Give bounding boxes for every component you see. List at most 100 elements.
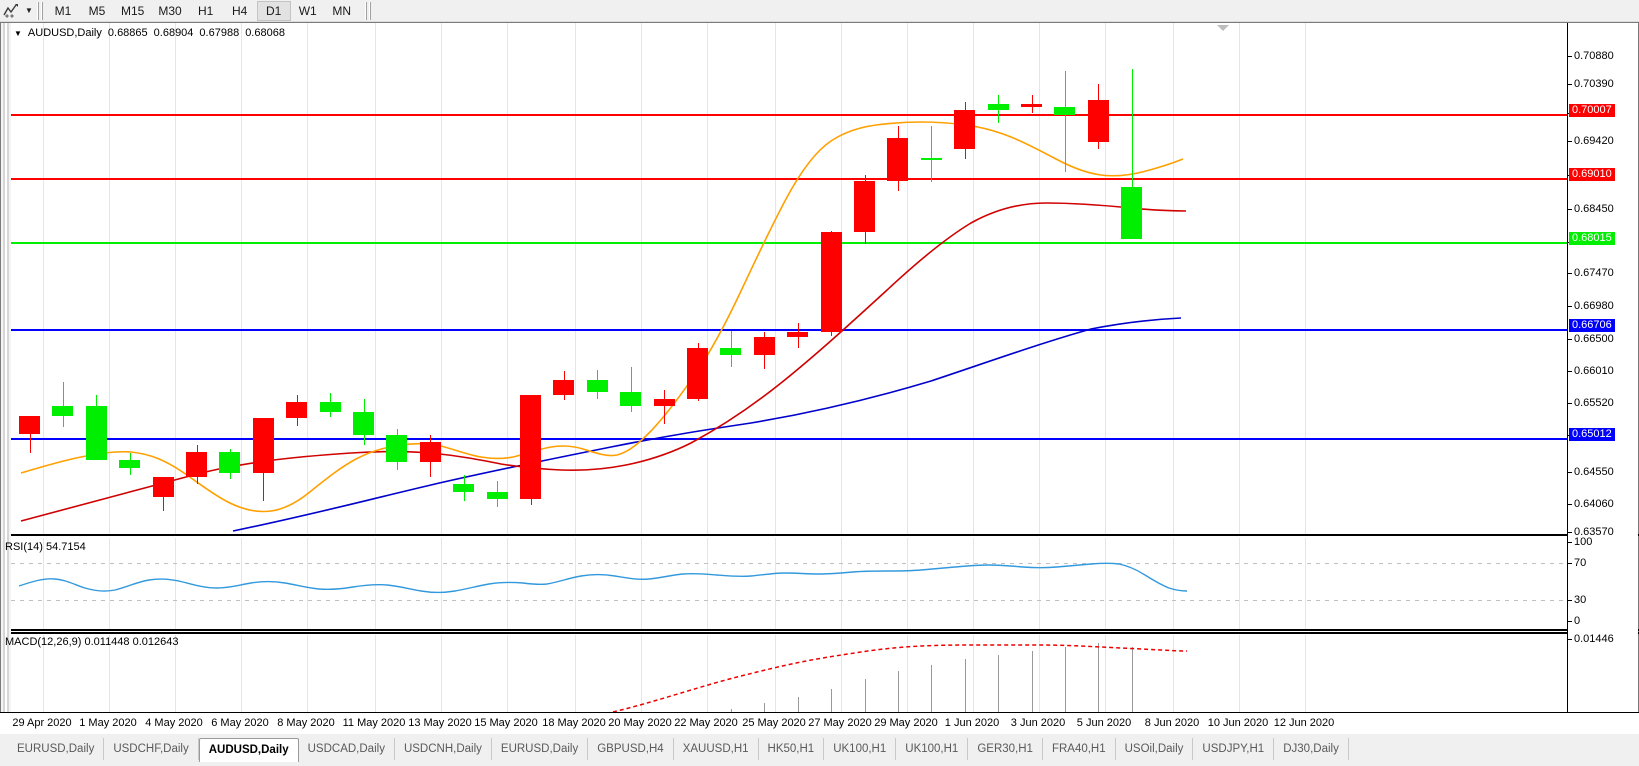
- grid-line: [1173, 23, 1174, 536]
- candle-body: [219, 451, 241, 473]
- candle-body: [386, 434, 408, 463]
- candle-body: [52, 406, 74, 417]
- price-level-label[interactable]: 0.69010: [1569, 168, 1615, 181]
- chart-area[interactable]: 0.708800.703900.699100.694200.689300.684…: [0, 22, 1639, 734]
- rsi-indicator-label: RSI(14) 54.7154: [5, 541, 86, 553]
- charts-icon[interactable]: [0, 1, 22, 21]
- time-axis-label: 12 Jun 2020: [1273, 717, 1335, 729]
- support-0.66706[interactable]: [11, 329, 1569, 331]
- chart-open-value: 0.68865: [107, 27, 148, 39]
- candle-body: [1054, 107, 1076, 115]
- chart-left-rail[interactable]: [1, 23, 11, 733]
- chart-tab-uk100-h1[interactable]: UK100,H1: [824, 738, 897, 760]
- resistance-0.70007[interactable]: [11, 114, 1569, 116]
- timeframe-group: M1 M5 M15 M30 H1 H4 D1 W1 MN: [46, 0, 374, 21]
- chart-tab-eurusd-daily[interactable]: EURUSD,Daily: [492, 738, 589, 760]
- collapse-triangle-icon[interactable]: ▼: [14, 28, 22, 38]
- grid-line: [507, 635, 508, 733]
- rsi-pane[interactable]: [11, 538, 1569, 631]
- chart-tab-fra40-h1[interactable]: FRA40,H1: [1043, 738, 1116, 760]
- grid-line: [441, 635, 442, 733]
- timeframe-button-m15[interactable]: M15: [121, 3, 145, 18]
- chart-tab-audusd-daily[interactable]: AUDUSD,Daily: [198, 738, 299, 762]
- rsi-line-overlay: [18, 562, 1188, 594]
- time-axis-label: 11 May 2020: [342, 717, 406, 729]
- candle-body: [520, 394, 541, 499]
- timeframe-button-d1[interactable]: D1: [256, 0, 291, 21]
- chart-tab-ger30-h1[interactable]: GER30,H1: [968, 738, 1043, 760]
- timeframe-button-h4[interactable]: H4: [232, 3, 248, 18]
- price-tick: 0.64060: [1568, 498, 1614, 510]
- grid-line: [109, 23, 110, 536]
- price-scale[interactable]: 0.708800.703900.699100.694200.689300.684…: [1567, 23, 1638, 733]
- candle-wick: [630, 367, 632, 412]
- candle-body: [286, 401, 308, 419]
- grid-line: [575, 538, 576, 631]
- price-pane[interactable]: [11, 23, 1569, 536]
- candle-body: [553, 380, 575, 395]
- price-level-label[interactable]: 0.66706: [1569, 319, 1615, 332]
- timeframe-button-m5[interactable]: M5: [88, 3, 106, 18]
- time-axis[interactable]: 29 Apr 2020 1 May 2020 4 May 2020 6 May 202…: [0, 712, 1639, 734]
- candle-body: [887, 138, 909, 181]
- grid-line: [841, 538, 842, 631]
- price-tick: 0.63570: [1568, 526, 1614, 538]
- grid-line: [441, 23, 442, 536]
- chart-tab-hk50-h1[interactable]: HK50,H1: [759, 738, 825, 760]
- price-level-label[interactable]: 0.65012: [1569, 428, 1615, 441]
- grid-line: [175, 635, 176, 733]
- grid-line: [775, 635, 776, 733]
- timeframe-button-mn[interactable]: MN: [332, 3, 352, 18]
- time-axis-label: 18 May 2020: [542, 717, 606, 729]
- toolbar-grip-end[interactable]: [364, 1, 372, 20]
- chart-close-value: 0.68068: [245, 27, 285, 39]
- chart-tab-gbpusd-h4[interactable]: GBPUSD,H4: [588, 738, 674, 760]
- grid-line: [307, 23, 308, 536]
- grid-line: [375, 23, 376, 536]
- chart-tab-uk100-h1[interactable]: UK100,H1: [896, 738, 969, 760]
- chart-tab-xauusd-h1[interactable]: XAUUSD,H1: [674, 738, 759, 760]
- grid-line: [175, 538, 176, 631]
- grid-line: [775, 23, 776, 536]
- support-0.68015[interactable]: [11, 242, 1569, 244]
- price-tick: 0.64550: [1568, 466, 1614, 478]
- grid-line: [507, 538, 508, 631]
- support-0.65012[interactable]: [11, 438, 1569, 440]
- chart-tab-dj30-daily[interactable]: DJ30,Daily: [1274, 738, 1349, 760]
- grid-line: [1039, 635, 1040, 733]
- rsi-level-30: [11, 600, 1569, 601]
- timeframe-button-w1[interactable]: W1: [298, 3, 317, 18]
- toolbar-grip[interactable]: [37, 1, 44, 20]
- chart-tab-usoil-daily[interactable]: USOil,Daily: [1116, 738, 1194, 760]
- grid-line: [43, 538, 44, 631]
- candle-body: [620, 392, 642, 407]
- candle-body: [787, 332, 809, 338]
- price-tick: 0.70880: [1568, 50, 1614, 62]
- grid-line: [307, 635, 308, 733]
- chart-tab-usdcad-daily[interactable]: USDCAD,Daily: [299, 738, 395, 760]
- price-level-label[interactable]: 0.68015: [1569, 232, 1615, 245]
- resistance-0.69010[interactable]: [11, 178, 1569, 180]
- chart-tab-usdchf-daily[interactable]: USDCHF,Daily: [104, 738, 199, 760]
- timeframe-button-m1[interactable]: M1: [54, 3, 72, 18]
- time-axis-label: 3 Jun 2020: [1010, 717, 1066, 729]
- grid-line: [907, 23, 908, 536]
- chevron-down-icon[interactable]: ▼: [25, 6, 33, 15]
- timeframe-button-m30[interactable]: M30: [158, 3, 182, 18]
- toolbar: ▼ M1 M5 M15 M30 H1 H4 D1 W1 MN: [0, 0, 1639, 22]
- candle-body: [720, 347, 742, 355]
- macd-indicator-label: MACD(12,26,9) 0.011448 0.012643: [5, 636, 179, 648]
- chart-tab-usdcnh-daily[interactable]: USDCNH,Daily: [395, 738, 492, 760]
- time-axis-label: 8 May 2020: [277, 717, 335, 729]
- candle-body: [1121, 187, 1143, 240]
- candle-body: [687, 347, 708, 399]
- grid-line: [841, 635, 842, 733]
- chart-tab-usdjpy-h1[interactable]: USDJPY,H1: [1193, 738, 1275, 760]
- chart-tab-eurusd-daily[interactable]: EURUSD,Daily: [8, 738, 105, 760]
- macd-histogram-bar: [1098, 643, 1100, 727]
- time-axis-label: 1 May 2020: [79, 717, 137, 729]
- timeframe-button-h1[interactable]: H1: [198, 3, 214, 18]
- price-tick: 0.69420: [1568, 135, 1614, 147]
- grid-line: [241, 23, 242, 536]
- price-level-label[interactable]: 0.70007: [1569, 104, 1615, 117]
